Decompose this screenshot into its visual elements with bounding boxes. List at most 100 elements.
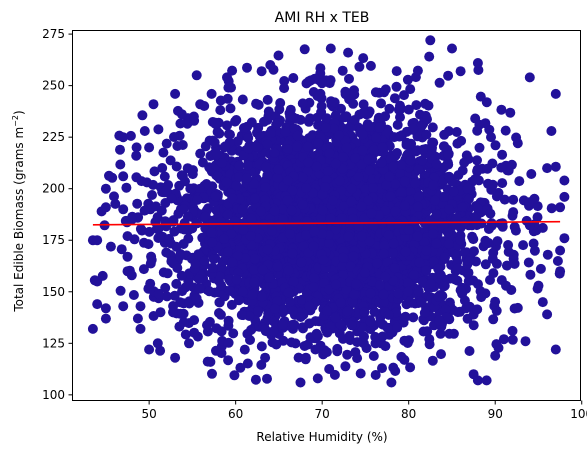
scatter-point	[399, 90, 409, 101]
scatter-point	[249, 277, 260, 288]
x-axis-label: Relative Humidity (%)	[256, 430, 387, 444]
scatter-point	[421, 129, 432, 140]
scatter-point	[321, 347, 332, 358]
scatter-point	[227, 257, 238, 268]
scatter-point	[245, 231, 256, 241]
scatter-point	[301, 183, 312, 194]
scatter-point	[310, 344, 321, 355]
scatter-point	[372, 258, 383, 269]
scatter-point	[273, 164, 284, 175]
chart-title: AMI RH x TEB	[275, 10, 370, 26]
scatter-point	[316, 101, 327, 112]
scatter-point	[247, 289, 258, 300]
scatter-point	[295, 377, 306, 388]
scatter-point	[337, 260, 348, 271]
y-tick-label: 200	[42, 182, 65, 196]
scatter-point	[179, 224, 190, 235]
scatter-point	[399, 200, 410, 211]
scatter-point	[273, 50, 284, 61]
scatter-point	[501, 260, 512, 271]
scatter-point	[164, 233, 175, 244]
scatter-point	[177, 170, 188, 181]
scatter-point	[396, 159, 407, 170]
scatter-point	[346, 183, 357, 194]
scatter-point	[389, 93, 400, 104]
scatter-point	[300, 352, 311, 363]
scatter-point	[315, 63, 326, 74]
scatter-point	[149, 166, 160, 177]
scatter-point	[264, 272, 275, 283]
scatter-point	[309, 272, 320, 283]
scatter-point	[555, 266, 566, 277]
scatter-point	[250, 141, 261, 152]
scatter-point	[279, 76, 290, 86]
scatter-point	[373, 210, 384, 221]
scatter-point	[174, 321, 185, 332]
scatter-point	[410, 178, 421, 189]
scatter-point	[223, 246, 233, 257]
scatter-point	[242, 358, 253, 369]
scatter-point	[392, 119, 403, 130]
scatter-point	[383, 230, 394, 241]
scatter-point	[118, 204, 129, 215]
scatter-point	[160, 282, 171, 293]
scatter-point	[353, 172, 364, 182]
scatter-point	[152, 212, 163, 223]
scatter-point	[546, 203, 557, 214]
scatter-point	[365, 316, 376, 327]
scatter-point	[260, 324, 271, 335]
scatter-point	[150, 201, 161, 212]
scatter-point	[338, 270, 348, 281]
scatter-point	[391, 81, 402, 92]
scatter-point	[310, 316, 321, 327]
scatter-point	[222, 93, 233, 104]
scatter-point	[262, 373, 272, 384]
scatter-point	[323, 166, 333, 177]
scatter-point	[169, 132, 179, 142]
scatter-point	[277, 304, 288, 315]
scatter-point	[131, 142, 142, 153]
scatter-point	[139, 126, 150, 136]
scatter-point	[363, 195, 374, 206]
scatter-point	[235, 362, 246, 373]
y-axis-ticks: 100 125 150 175 200 225 250 275	[42, 27, 73, 402]
scatter-point	[386, 377, 397, 388]
scatter-point	[408, 312, 419, 323]
scatter-point	[225, 103, 236, 114]
scatter-point	[360, 184, 371, 195]
scatter-point	[214, 271, 225, 282]
scatter-point	[433, 291, 444, 302]
scatter-point	[380, 341, 391, 352]
y-tick-label: 250	[42, 79, 65, 93]
scatter-point	[354, 61, 365, 72]
scatter-point	[392, 148, 402, 158]
scatter-point	[417, 276, 428, 287]
scatter-point	[355, 368, 366, 379]
scatter-point	[171, 278, 182, 289]
scatter-point	[533, 280, 544, 291]
scatter-point	[210, 191, 221, 202]
scatter-point	[364, 236, 375, 247]
scatter-point	[463, 256, 474, 266]
scatter-point	[207, 262, 218, 273]
scatter-point	[366, 208, 377, 219]
scatter-point	[524, 220, 535, 231]
scatter-point	[190, 259, 201, 269]
scatter-point	[189, 315, 200, 326]
scatter-point	[447, 43, 457, 54]
scatter-point	[285, 297, 296, 308]
scatter-point	[122, 231, 133, 242]
scatter-point	[222, 120, 232, 131]
scatter-point	[481, 97, 492, 108]
scatter-point	[283, 265, 294, 276]
scatter-point	[157, 163, 168, 173]
scatter-point	[161, 138, 172, 149]
scatter-point	[491, 191, 502, 202]
scatter-point	[390, 179, 401, 189]
scatter-point	[325, 43, 336, 54]
scatter-point	[419, 237, 430, 248]
scatter-point	[236, 310, 247, 320]
scatter-point	[374, 122, 385, 133]
scatter-point	[490, 350, 501, 361]
scatter-point	[282, 144, 293, 154]
